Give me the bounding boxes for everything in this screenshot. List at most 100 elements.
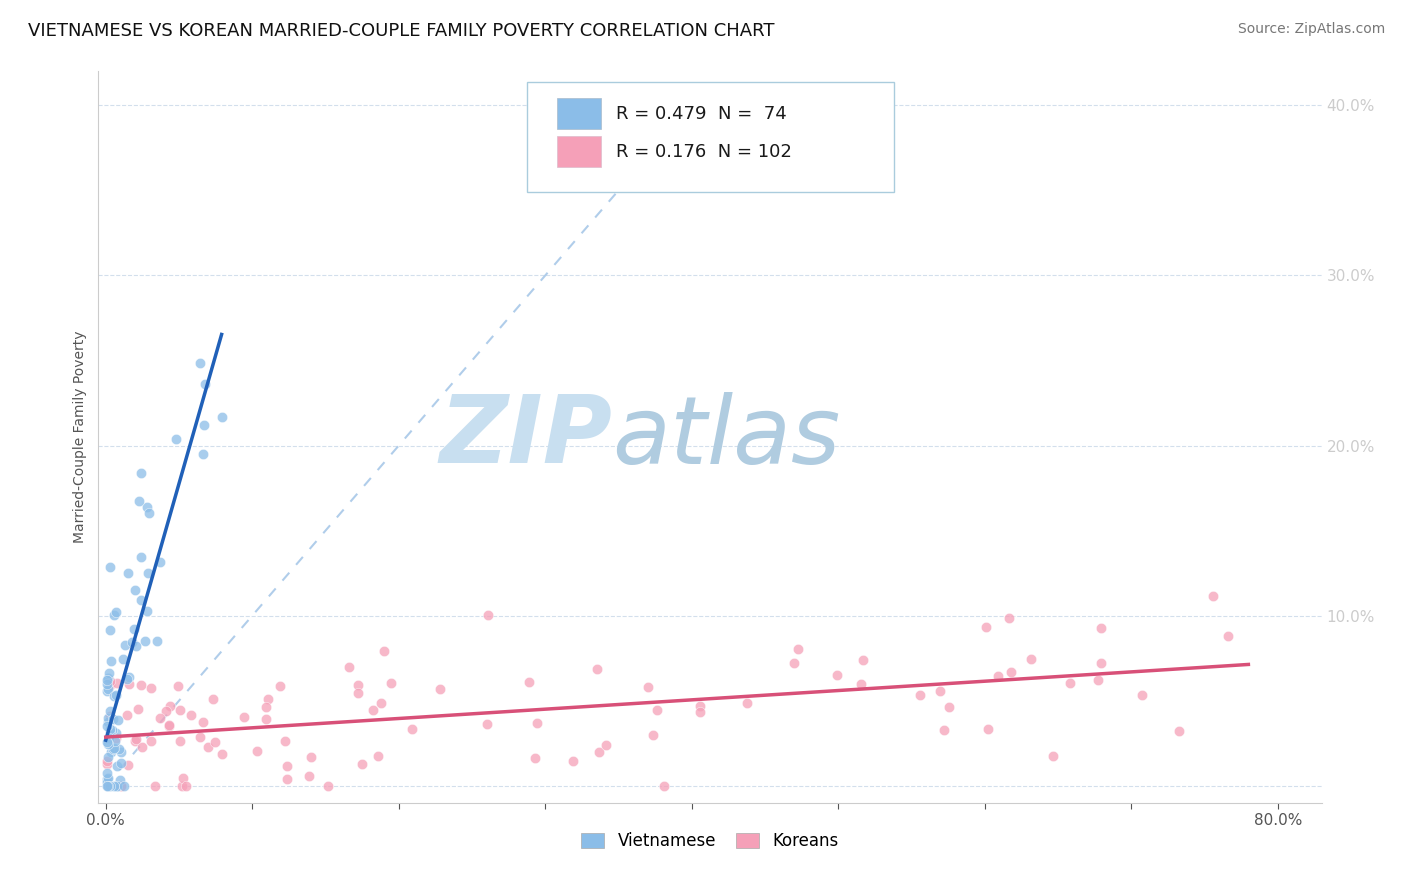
Point	[276, 772, 298, 786]
Point	[100, 745, 122, 759]
Point	[477, 608, 499, 623]
Point	[517, 675, 540, 690]
Y-axis label: Married-Couple Family Poverty: Married-Couple Family Poverty	[73, 331, 87, 543]
Point	[641, 728, 664, 742]
Point	[108, 742, 131, 756]
Point	[96, 682, 118, 697]
Point	[98, 624, 121, 638]
Point	[98, 705, 121, 719]
Point	[104, 733, 127, 747]
Point	[115, 672, 138, 686]
Point	[97, 737, 120, 751]
Point	[129, 678, 152, 692]
Point	[117, 758, 139, 772]
Point	[974, 619, 997, 633]
Point	[689, 699, 711, 714]
Point	[131, 739, 153, 754]
Point	[257, 691, 280, 706]
Point	[96, 677, 118, 691]
Point	[194, 376, 217, 391]
Point	[585, 662, 607, 676]
Point	[157, 718, 180, 732]
Point	[167, 679, 190, 693]
Point	[910, 688, 932, 702]
Point	[134, 634, 156, 648]
FancyBboxPatch shape	[557, 98, 602, 129]
Point	[96, 756, 118, 771]
Point	[105, 779, 128, 793]
Point	[191, 446, 214, 460]
Point	[135, 604, 157, 618]
Point	[143, 779, 166, 793]
Point	[107, 714, 129, 728]
Point	[101, 723, 124, 737]
Point	[367, 749, 389, 764]
Point	[204, 734, 226, 748]
FancyBboxPatch shape	[526, 82, 894, 192]
Point	[97, 666, 120, 681]
Point	[211, 409, 233, 424]
Point	[157, 718, 180, 732]
Point	[1042, 748, 1064, 763]
Point	[1000, 665, 1022, 680]
Point	[269, 679, 291, 693]
Point	[146, 634, 169, 648]
Point	[1202, 589, 1225, 603]
Point	[97, 779, 120, 793]
Point	[193, 418, 215, 433]
Point	[928, 684, 950, 698]
Point	[429, 681, 451, 696]
Text: ZIP: ZIP	[439, 391, 612, 483]
Point	[105, 726, 128, 740]
Point	[188, 356, 211, 370]
Point	[96, 673, 118, 688]
Point	[141, 734, 163, 748]
Point	[110, 779, 132, 793]
Point	[141, 681, 163, 695]
Point	[735, 696, 758, 710]
Point	[1087, 673, 1109, 688]
Point	[347, 685, 370, 699]
Point	[103, 779, 125, 793]
Point	[105, 731, 128, 746]
Point	[136, 566, 159, 581]
Point	[96, 765, 118, 780]
Point	[98, 678, 121, 692]
Point	[122, 623, 145, 637]
Point	[938, 699, 960, 714]
Point	[201, 692, 224, 706]
Point	[169, 703, 191, 717]
Point	[350, 756, 373, 771]
Point	[105, 605, 128, 619]
Point	[97, 671, 120, 685]
Point	[174, 779, 197, 793]
Point	[1090, 657, 1112, 671]
Point	[127, 702, 149, 716]
Point	[97, 750, 120, 764]
Point	[475, 717, 498, 731]
Point	[363, 703, 385, 717]
Point	[149, 711, 172, 725]
Point	[98, 731, 121, 746]
Point	[1059, 676, 1081, 690]
Point	[298, 769, 321, 783]
Point	[827, 668, 849, 682]
Point	[98, 779, 121, 793]
Point	[129, 593, 152, 607]
Point	[346, 678, 368, 692]
Point	[97, 771, 120, 785]
Point	[380, 676, 402, 690]
Point	[370, 696, 392, 710]
Point	[316, 779, 339, 793]
Point	[135, 500, 157, 514]
Point	[523, 750, 546, 764]
Point	[98, 674, 121, 689]
Point	[117, 566, 139, 581]
Text: R = 0.479  N =  74: R = 0.479 N = 74	[616, 104, 786, 123]
Point	[998, 611, 1021, 625]
Point	[977, 722, 1000, 736]
Point	[172, 779, 194, 793]
Point	[97, 779, 120, 793]
Point	[337, 659, 360, 673]
Point	[101, 712, 124, 726]
